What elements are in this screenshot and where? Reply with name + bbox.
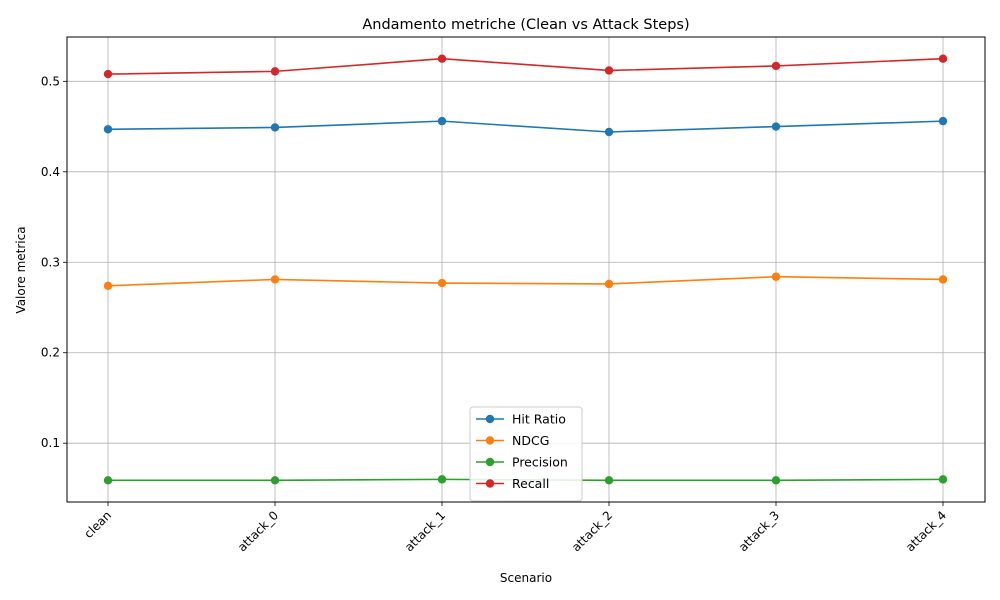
legend-box: [469, 406, 583, 502]
data-point-hit-ratio: [270, 123, 280, 132]
legend-label-precision: Precision: [512, 455, 568, 470]
y-tick-label: 0.5: [41, 74, 60, 88]
y-tick-label: 0.1: [41, 436, 60, 450]
series-line-recall: [107, 57, 944, 75]
legend-label-recall: Recall: [512, 476, 549, 491]
legend-marker-precision: [485, 457, 495, 467]
x-axis-title: Scenario: [500, 571, 552, 585]
data-point-ndcg: [938, 275, 948, 284]
legend-marker-recall: [485, 479, 495, 488]
data-point-ndcg: [103, 281, 113, 290]
data-point-ndcg: [270, 275, 280, 284]
chart-title: Andamento metriche (Clean vs Attack Step…: [362, 17, 689, 33]
data-point-precision: [103, 476, 113, 485]
plot-frame: [66, 36, 986, 503]
data-point-hit-ratio: [938, 116, 948, 126]
legend-label-hit-ratio: Hit Ratio: [512, 412, 566, 427]
y-tick-label: 0.3: [41, 255, 60, 269]
gridlines: [67, 37, 985, 502]
data-point-recall: [938, 54, 948, 63]
data-point-ndcg: [604, 279, 614, 289]
y-axis: 0.1 0.2 0.3 0.4 0.5: [41, 74, 67, 450]
legend: Hit Ratio NDCG Precision Recall: [469, 406, 583, 502]
data-point-precision: [938, 475, 948, 484]
data-point-recall: [604, 66, 614, 75]
data-point-recall: [771, 61, 781, 71]
y-tick-label: 0.2: [41, 346, 60, 360]
data-point-hit-ratio: [437, 116, 447, 126]
series-line-hit-ratio: [107, 120, 944, 133]
data-point-ndcg: [771, 272, 781, 281]
data-point-recall: [437, 54, 447, 63]
series-line-ndcg: [107, 275, 944, 287]
legend-marker-hit-ratio: [485, 414, 495, 424]
data-point-ndcg: [437, 278, 447, 288]
y-tick-label: 0.4: [41, 165, 60, 179]
data-point-precision: [270, 476, 280, 485]
legend-marker-ndcg: [485, 436, 495, 445]
legend-label-ndcg: NDCG: [512, 433, 549, 448]
data-point-precision: [771, 476, 781, 485]
y-axis-title: Valore metrica: [14, 226, 28, 313]
data-point-recall: [103, 69, 113, 79]
data-point-precision: [437, 475, 447, 484]
data-point-recall: [270, 67, 280, 76]
data-point-hit-ratio: [771, 122, 781, 131]
data-point-hit-ratio: [604, 127, 614, 137]
data-point-precision: [604, 476, 614, 485]
data-point-hit-ratio: [103, 125, 113, 134]
